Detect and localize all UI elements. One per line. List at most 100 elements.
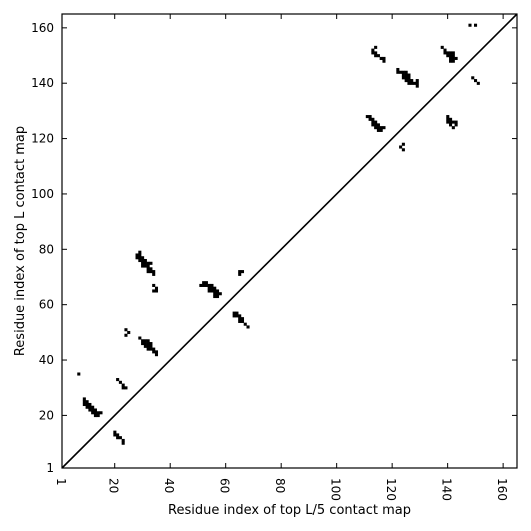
contact-cell xyxy=(210,286,214,290)
contact-cell xyxy=(204,283,208,287)
x-tick-label: 120 xyxy=(384,478,398,501)
contact-cell xyxy=(449,59,453,63)
contact-cell xyxy=(85,400,89,404)
contact-cell xyxy=(401,70,405,74)
contact-cell xyxy=(410,79,414,83)
y-axis-label: Residue index of top L contact map xyxy=(13,126,28,356)
contact-cell xyxy=(143,344,147,348)
x-tick-label: 20 xyxy=(107,478,121,493)
contact-cell xyxy=(146,347,150,351)
contact-cell xyxy=(149,342,153,346)
contact-cell xyxy=(135,256,139,260)
contact-cell xyxy=(232,311,236,315)
contact-cell xyxy=(138,258,142,263)
contact-cell xyxy=(401,142,405,146)
contact-cell xyxy=(199,283,203,287)
contact-cell xyxy=(121,386,125,390)
contact-cell xyxy=(374,123,378,127)
contact-cell xyxy=(141,261,145,265)
contact-cell xyxy=(446,120,450,124)
x-tick-label: 160 xyxy=(495,478,509,501)
contact-cell xyxy=(476,81,480,85)
contact-cell xyxy=(149,347,153,351)
contact-cell xyxy=(121,438,125,442)
contact-cell xyxy=(451,56,455,60)
contact-cell xyxy=(149,270,153,274)
contact-cell xyxy=(141,258,145,263)
y-tick-label: 60 xyxy=(39,298,54,312)
contact-cell xyxy=(149,261,153,265)
contact-cell xyxy=(138,250,142,254)
contact-cell xyxy=(449,117,453,121)
contact-cell xyxy=(152,289,156,293)
contact-cell xyxy=(152,272,156,276)
contact-cell xyxy=(143,342,147,346)
contact-cell xyxy=(382,59,386,63)
contact-cell xyxy=(451,51,455,55)
contact-cell xyxy=(113,433,117,437)
contact-cell xyxy=(146,344,150,348)
contact-cell xyxy=(146,339,150,343)
contact-cell xyxy=(146,264,150,268)
contact-cell xyxy=(146,342,150,346)
x-tick-label: 100 xyxy=(329,478,343,501)
contact-cell xyxy=(154,289,159,293)
contact-cell xyxy=(85,405,89,409)
contact-cell xyxy=(141,256,145,260)
contact-cell xyxy=(374,120,378,124)
contact-cell xyxy=(91,408,95,412)
contact-cell xyxy=(451,120,455,124)
y-tick-label: 100 xyxy=(31,187,54,201)
contact-cell xyxy=(154,350,159,354)
contact-cell xyxy=(446,115,450,119)
contact-cell xyxy=(135,253,139,257)
contact-cell xyxy=(143,339,147,343)
contact-cell xyxy=(440,45,444,49)
contact-cell xyxy=(374,126,378,130)
contact-cell xyxy=(210,289,214,293)
contact-cell xyxy=(404,70,408,74)
contact-cell xyxy=(143,264,147,268)
contact-cell xyxy=(91,405,95,409)
contact-cell xyxy=(232,314,236,318)
contact-cell xyxy=(401,148,405,152)
x-tick-label: 80 xyxy=(273,478,287,493)
x-tick-label: 60 xyxy=(218,478,232,493)
contact-cell xyxy=(146,267,150,271)
contact-cell xyxy=(474,23,478,27)
contact-cell xyxy=(235,311,239,315)
contact-cell xyxy=(446,117,450,121)
contact-cell xyxy=(396,70,400,74)
contact-cell xyxy=(371,117,375,121)
contact-cell xyxy=(146,261,150,265)
contact-cell xyxy=(116,436,120,440)
contact-cell xyxy=(382,126,386,130)
contact-cell xyxy=(213,292,217,296)
contact-cell xyxy=(374,51,378,55)
contact-cell xyxy=(138,256,142,260)
contact-cell xyxy=(379,126,383,130)
contact-cell xyxy=(235,314,239,318)
contact-cell xyxy=(379,56,383,60)
contact-cell xyxy=(116,378,120,382)
contact-cell xyxy=(124,328,128,332)
y-tick-label: 1 xyxy=(46,461,54,475)
contact-cell xyxy=(149,344,153,348)
contact-cell xyxy=(407,73,411,77)
y-tick-label: 80 xyxy=(39,242,54,256)
contact-cell xyxy=(240,270,245,274)
contact-cell xyxy=(374,45,378,49)
contact-cell xyxy=(82,402,86,407)
contact-cell xyxy=(374,54,378,58)
contact-cell xyxy=(396,67,400,72)
contact-cell xyxy=(454,123,458,127)
contact-cell xyxy=(93,411,97,415)
contact-cell xyxy=(410,81,414,85)
contact-cell xyxy=(207,289,211,293)
contact-cell xyxy=(138,253,142,257)
contact-cell xyxy=(446,54,450,58)
contact-cell xyxy=(240,319,245,323)
contact-cell xyxy=(238,272,242,276)
contact-cell xyxy=(449,51,453,55)
